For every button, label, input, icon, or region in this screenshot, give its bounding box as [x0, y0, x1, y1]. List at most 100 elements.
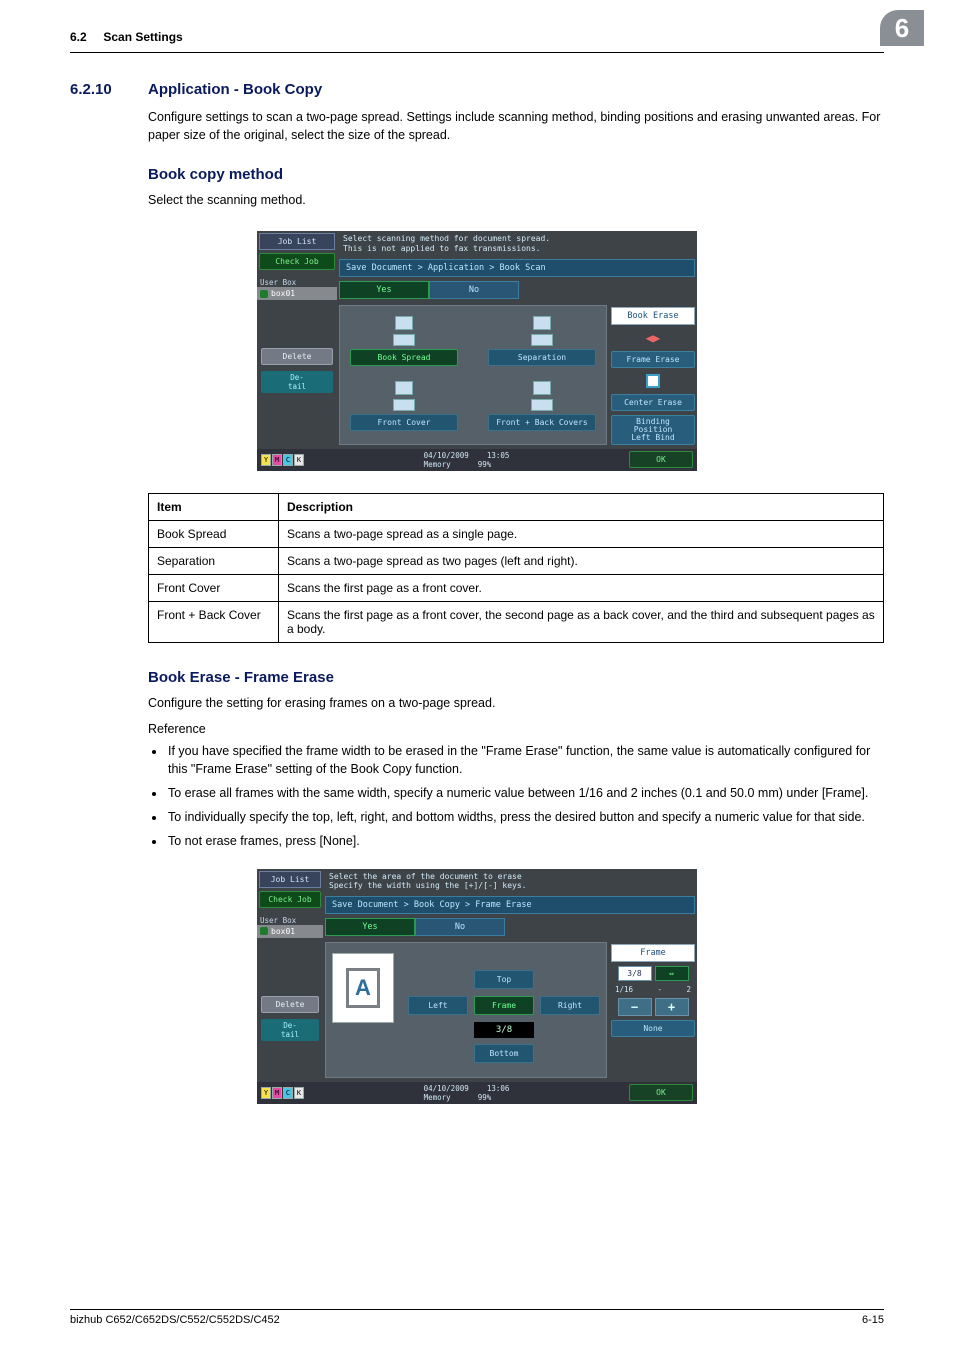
table-cell-item: Book Spread — [149, 520, 279, 547]
binding-position-button[interactable]: Binding Position Left Bind — [611, 415, 695, 445]
detail-button[interactable]: De- tail — [261, 1019, 319, 1041]
frame-value: 3/8 — [474, 1022, 534, 1038]
minus-button[interactable]: − — [618, 998, 652, 1016]
reference-bullet: To not erase frames, press [None]. — [166, 832, 884, 850]
reference-label: Reference — [148, 722, 884, 736]
preview-letter: A — [346, 968, 380, 1008]
table-cell-item: Front + Back Cover — [149, 601, 279, 642]
frame-erase-icon: ◀▶ — [611, 329, 695, 347]
toner-indicator: Y M C K — [261, 1087, 304, 1099]
job-list-button[interactable]: Job List — [259, 871, 321, 888]
book-spread-icon2 — [393, 334, 415, 346]
unit-dash: - — [658, 985, 663, 994]
header-divider — [70, 52, 884, 53]
job-list-button[interactable]: Job List — [259, 233, 335, 250]
toner-y-icon: Y — [261, 1087, 271, 1099]
toner-k-icon: K — [294, 454, 304, 466]
ok-button[interactable]: OK — [629, 1084, 693, 1101]
detail-button[interactable]: De- tail — [261, 371, 333, 393]
separation-button[interactable]: Separation — [488, 349, 596, 366]
none-button[interactable]: None — [611, 1020, 695, 1037]
frameerase-text: Configure the setting for erasing frames… — [148, 694, 884, 712]
spec-table: Item Description Book Spread Scans a two… — [148, 493, 884, 643]
unit-max: 2 — [686, 985, 691, 994]
status-time: 13:06 — [487, 1084, 510, 1093]
table-cell-desc: Scans a two-page spread as two pages (le… — [279, 547, 884, 574]
table-cell-item: Separation — [149, 547, 279, 574]
plus-button[interactable]: + — [655, 998, 689, 1016]
toner-c-icon: C — [283, 1087, 293, 1099]
bottom-button[interactable]: Bottom — [474, 1044, 534, 1063]
front-back-button[interactable]: Front + Back Covers — [488, 414, 596, 431]
toner-c-icon: C — [283, 454, 293, 466]
status-date: 04/10/2009 — [424, 451, 469, 460]
book-erase-header: Book Erase — [611, 307, 695, 325]
right-button[interactable]: Right — [540, 996, 600, 1015]
yes-tab[interactable]: Yes — [325, 918, 415, 936]
folder-icon — [260, 927, 268, 935]
unit-toggle-icon[interactable]: ⇔ — [655, 966, 689, 981]
toner-m-icon: M — [272, 454, 282, 466]
check-job-button[interactable]: Check Job — [259, 253, 335, 270]
header-section-number: 6.2 — [70, 30, 87, 44]
table-header-desc: Description — [279, 493, 884, 520]
frame-button[interactable]: Frame — [474, 996, 534, 1015]
book-spread-icon — [395, 316, 413, 330]
table-header-item: Item — [149, 493, 279, 520]
table-cell-desc: Scans a two-page spread as a single page… — [279, 520, 884, 547]
unit-min: 1/16 — [615, 985, 633, 994]
bookcopy-heading: Book copy method — [148, 166, 884, 183]
separation-icon2 — [531, 334, 553, 346]
book-spread-button[interactable]: Book Spread — [350, 349, 458, 366]
user-box-item[interactable]: box01 — [257, 287, 337, 300]
table-cell-desc: Scans the first page as a front cover, t… — [279, 601, 884, 642]
section-intro: Configure settings to scan a two-page sp… — [148, 108, 884, 144]
user-box-item-label: box01 — [271, 289, 295, 298]
bookcopy-text: Select the scanning method. — [148, 191, 884, 209]
user-box-item[interactable]: box01 — [257, 925, 323, 938]
delete-button[interactable]: Delete — [261, 996, 319, 1013]
center-erase-icon — [611, 372, 695, 390]
hint-text: Select the area of the document to erase… — [323, 869, 697, 896]
header-section-title: Scan Settings — [103, 30, 182, 44]
toner-indicator: Y M C K — [261, 454, 304, 466]
toner-k-icon: K — [294, 1087, 304, 1099]
delete-button[interactable]: Delete — [261, 348, 333, 365]
footer-page: 6-15 — [862, 1314, 884, 1326]
no-tab[interactable]: No — [415, 918, 505, 936]
no-tab[interactable]: No — [429, 281, 519, 299]
status-memory: 99% — [478, 460, 492, 469]
yes-tab[interactable]: Yes — [339, 281, 429, 299]
separation-icon — [533, 316, 551, 330]
check-job-button[interactable]: Check Job — [259, 891, 321, 908]
user-box-label: User Box — [257, 916, 323, 925]
ok-button[interactable]: OK — [629, 451, 693, 468]
status-time: 13:05 — [487, 451, 510, 460]
table-row: Separation Scans a two-page spread as tw… — [149, 547, 884, 574]
left-button[interactable]: Left — [408, 996, 468, 1015]
status-memory-label: Memory — [424, 460, 451, 469]
table-row: Front Cover Scans the first page as a fr… — [149, 574, 884, 601]
frameerase-screenshot: Job List Check Job User Box box01 Delete… — [257, 869, 697, 1104]
bookscan-screenshot: Job List Check Job User Box box01 Delete… — [257, 231, 697, 470]
table-row: Book Spread Scans a two-page spread as a… — [149, 520, 884, 547]
reference-bullet: To individually specify the top, left, r… — [166, 808, 884, 826]
frame-side-header: Frame — [611, 944, 695, 962]
front-back-icon2 — [531, 399, 553, 411]
chapter-badge: 6 — [880, 10, 924, 46]
breadcrumb: Save Document > Book Copy > Frame Erase — [325, 896, 695, 914]
user-box-label: User Box — [257, 278, 337, 287]
center-erase-button[interactable]: Center Erase — [611, 394, 695, 411]
front-cover-icon2 — [393, 399, 415, 411]
section-title: Application - Book Copy — [148, 81, 322, 98]
front-cover-button[interactable]: Front Cover — [350, 414, 458, 431]
user-box-item-label: box01 — [271, 927, 295, 936]
front-back-icon — [533, 381, 551, 395]
unit-value: 3/8 — [618, 966, 652, 981]
preview-box: A — [332, 953, 394, 1023]
status-date: 04/10/2009 — [424, 1084, 469, 1093]
reference-bullet: If you have specified the frame width to… — [166, 742, 884, 778]
top-button[interactable]: Top — [474, 970, 534, 989]
frame-erase-button[interactable]: Frame Erase — [611, 351, 695, 368]
front-cover-icon — [395, 381, 413, 395]
